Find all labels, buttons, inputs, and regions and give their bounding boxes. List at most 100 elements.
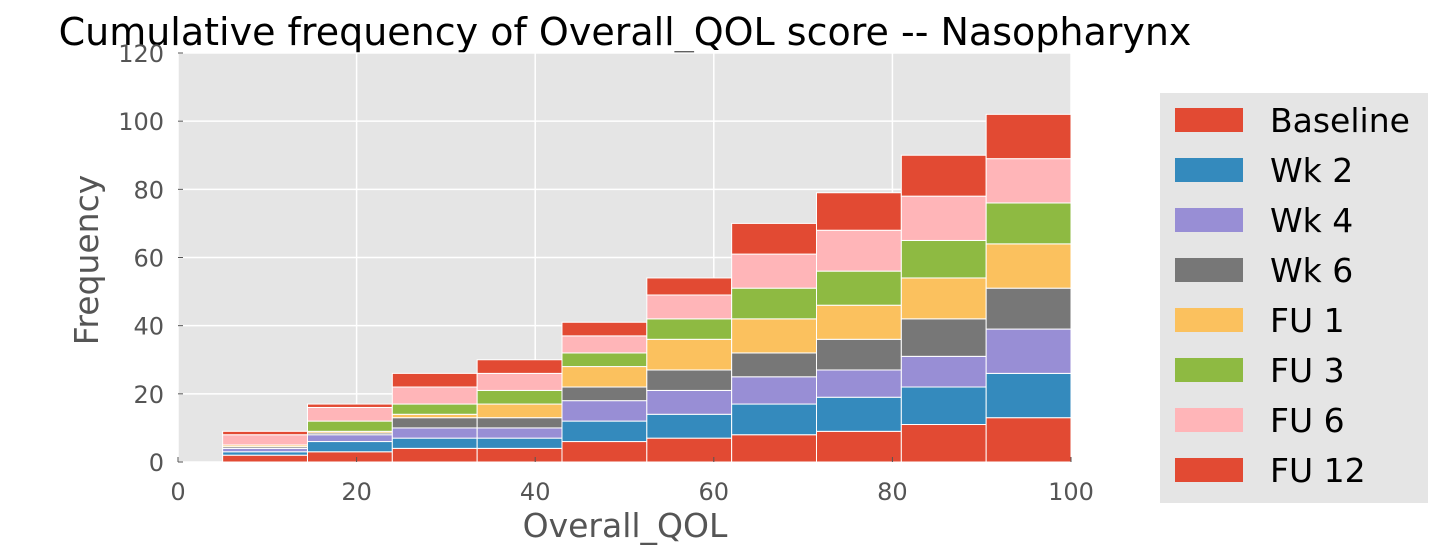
bar-segment — [646, 294, 733, 320]
bar-segment — [391, 386, 478, 405]
bar-segment — [985, 328, 1072, 374]
bar-segment — [900, 386, 987, 426]
bar-segment — [306, 434, 393, 443]
legend-swatch — [1175, 158, 1243, 182]
bar-segment — [815, 304, 902, 340]
bars — [222, 113, 1072, 463]
bar-segment — [561, 366, 648, 388]
bar-segment — [900, 424, 987, 463]
x-tick-label: 60 — [699, 478, 730, 506]
bar-segment — [391, 403, 478, 415]
bar-segment — [731, 352, 817, 378]
bar-segment — [985, 113, 1072, 160]
y-tick-label: 20 — [133, 381, 164, 409]
x-tick-label: 0 — [170, 478, 185, 506]
bar-segment — [561, 441, 648, 463]
bar-segment — [476, 372, 563, 391]
bar-segment — [731, 222, 817, 255]
y-tick-label: 120 — [118, 40, 164, 68]
legend-label: FU 6 — [1270, 401, 1345, 440]
legend-swatch — [1175, 208, 1243, 232]
bar-segment — [222, 454, 308, 463]
legend-swatch — [1175, 458, 1243, 482]
bar-segment — [731, 376, 817, 405]
bar-segment — [900, 277, 987, 320]
bar-segment — [985, 417, 1072, 463]
bar-segment — [646, 369, 733, 391]
legend-label: FU 1 — [1270, 301, 1345, 340]
bar-segment — [561, 352, 648, 368]
bar-segment — [646, 318, 733, 340]
x-axis-label: Overall_QOL — [523, 506, 728, 545]
bar-segment — [900, 318, 987, 357]
bar-segment — [815, 192, 902, 231]
bar-segment — [476, 417, 563, 429]
bar-segment — [815, 369, 902, 398]
bar-segment — [222, 430, 308, 436]
x-tick-label: 80 — [877, 478, 908, 506]
bar-segment — [646, 389, 733, 415]
bar-segment — [306, 406, 393, 422]
bar-segment — [391, 427, 478, 439]
bar-segment — [476, 389, 563, 405]
legend-label: Wk 2 — [1270, 151, 1353, 190]
bar-segment — [222, 451, 308, 456]
y-tick-label: 0 — [149, 449, 164, 477]
legend-swatch — [1175, 108, 1243, 132]
bar-segment — [222, 447, 308, 453]
x-tick-label: 40 — [520, 478, 551, 506]
bar-segment — [391, 372, 478, 388]
y-tick-label: 80 — [133, 176, 164, 204]
chart-title: Cumulative frequency of Overall_QOL scor… — [59, 10, 1192, 54]
bar-segment — [985, 287, 1072, 330]
bar-segment — [476, 437, 563, 449]
bar-segment — [985, 202, 1072, 245]
bar-segment — [985, 372, 1072, 419]
y-axis-label: Frequency — [67, 175, 106, 345]
bar-segment — [900, 154, 987, 197]
legend-label: FU 3 — [1270, 351, 1345, 390]
bar-segment — [731, 253, 817, 289]
bar-segment — [306, 451, 393, 463]
bar-segment — [391, 413, 478, 419]
bar-segment — [731, 434, 817, 463]
legend-swatch — [1175, 408, 1243, 432]
bar-segment — [646, 413, 733, 439]
y-tick-label: 60 — [133, 245, 164, 273]
bar-segment — [561, 321, 648, 337]
bar-segment — [306, 403, 393, 408]
bar-segment — [731, 318, 817, 354]
bar-segment — [476, 403, 563, 419]
bar-segment — [646, 338, 733, 371]
bar-segment — [815, 229, 902, 272]
bar-segment — [561, 420, 648, 443]
bar-segment — [900, 195, 987, 241]
bar-segment — [815, 430, 902, 463]
bar-segment — [815, 338, 902, 371]
legend-label: Wk 6 — [1270, 251, 1353, 290]
x-tick-label: 100 — [1048, 478, 1094, 506]
x-tick-label: 20 — [341, 478, 372, 506]
bar-segment — [985, 243, 1072, 289]
bar-segment — [815, 396, 902, 432]
y-tick-label: 100 — [118, 108, 164, 136]
bar-segment — [222, 434, 308, 446]
bar-segment — [646, 437, 733, 463]
legend-label: FU 12 — [1270, 451, 1366, 490]
bar-segment — [476, 359, 563, 374]
bar-segment — [391, 447, 478, 463]
bar-segment — [476, 427, 563, 439]
bar-segment — [731, 287, 817, 320]
legend-label: Wk 4 — [1270, 201, 1353, 240]
bar-segment — [985, 158, 1072, 204]
bar-segment — [561, 386, 648, 402]
legend: Baseline Wk 2 Wk 4 Wk 6 FU 1 FU 3 FU 6 FU 12 — [1175, 101, 1410, 490]
legend-label: Baseline — [1270, 101, 1410, 140]
bar-segment — [391, 417, 478, 429]
bar-segment — [731, 403, 817, 436]
bar-segment — [815, 270, 902, 306]
bar-segment — [900, 355, 987, 388]
legend-swatch — [1175, 358, 1243, 382]
bar-segment — [306, 441, 393, 453]
